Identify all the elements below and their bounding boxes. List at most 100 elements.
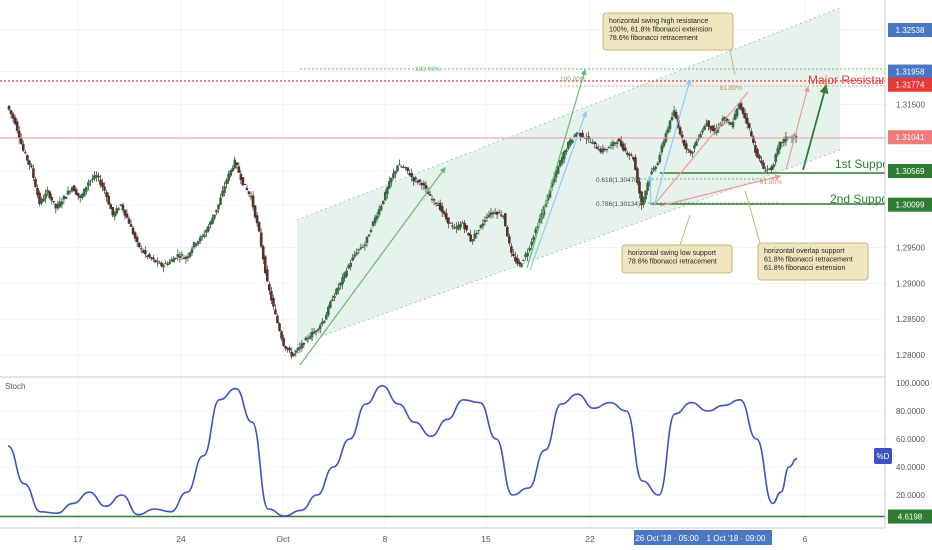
candle-body bbox=[7, 105, 11, 110]
fib-label: 0.618(1.30470) bbox=[596, 177, 640, 184]
candle-body bbox=[103, 186, 106, 191]
candle-body bbox=[630, 154, 633, 156]
candle-body bbox=[711, 125, 714, 132]
candle-body bbox=[668, 120, 672, 130]
candle-body bbox=[564, 149, 568, 153]
candle-body bbox=[320, 321, 324, 325]
candle-body bbox=[164, 263, 167, 265]
candle-body bbox=[569, 139, 572, 146]
candle-body bbox=[270, 291, 273, 301]
candle-body bbox=[139, 248, 143, 250]
fib-label: 100.00% bbox=[560, 76, 586, 83]
candle-body bbox=[536, 226, 540, 229]
candle-body bbox=[495, 211, 499, 215]
candle-body bbox=[26, 155, 29, 161]
candle-body bbox=[235, 162, 239, 166]
time-tick-label: Oct bbox=[276, 534, 290, 544]
candle-body bbox=[585, 137, 588, 140]
candle-body bbox=[693, 145, 696, 149]
level-label: Major Resistance bbox=[808, 73, 901, 87]
candle-body bbox=[605, 149, 609, 151]
blue-pullback-arrow bbox=[647, 174, 654, 206]
candle-body bbox=[357, 249, 361, 251]
candle-body bbox=[530, 241, 533, 246]
candle-body bbox=[64, 196, 68, 199]
candle-body bbox=[322, 320, 326, 323]
candle-body bbox=[752, 136, 755, 143]
candle-body bbox=[385, 187, 389, 194]
candle-body bbox=[17, 130, 21, 139]
candle-body bbox=[748, 123, 751, 129]
candle-body bbox=[125, 213, 129, 218]
stoch-tick-label: 40.0000 bbox=[896, 463, 925, 472]
candle-body bbox=[550, 182, 554, 188]
candle-body bbox=[168, 261, 171, 264]
candle-body bbox=[609, 144, 613, 146]
candle-body bbox=[455, 226, 458, 229]
candle-body bbox=[493, 212, 497, 214]
candle-body bbox=[127, 218, 131, 224]
candle-body bbox=[292, 353, 296, 357]
candle-body bbox=[89, 180, 92, 182]
candle-body bbox=[135, 236, 139, 243]
annotation-line: horizontal overlap support bbox=[764, 248, 845, 255]
candle-body bbox=[670, 117, 674, 121]
candle-body bbox=[363, 244, 367, 246]
candle-body bbox=[194, 243, 198, 246]
candle-body bbox=[394, 170, 397, 175]
candle-body bbox=[259, 232, 263, 247]
candle-body bbox=[444, 213, 448, 220]
candle-body bbox=[28, 160, 31, 165]
stoch-tick-label: 80.0000 bbox=[896, 407, 925, 416]
candle-body bbox=[432, 199, 436, 201]
price-levels bbox=[0, 68, 885, 205]
price-tag bbox=[888, 130, 932, 145]
candle-body bbox=[331, 299, 334, 302]
candle-body bbox=[52, 200, 56, 203]
candle-body bbox=[768, 168, 771, 170]
candle-body bbox=[656, 163, 660, 165]
candle-body bbox=[573, 135, 576, 137]
candle-body bbox=[646, 183, 649, 191]
candle-body bbox=[678, 127, 682, 135]
candle-body bbox=[154, 259, 157, 263]
candle-body bbox=[361, 246, 365, 248]
candle-body bbox=[109, 204, 113, 209]
candle-body bbox=[233, 159, 237, 169]
candle-body bbox=[231, 167, 235, 172]
candle-body bbox=[733, 113, 737, 120]
candle-body bbox=[241, 177, 245, 186]
candle-body bbox=[416, 180, 420, 183]
price-tag bbox=[888, 197, 932, 212]
candle-body bbox=[351, 257, 355, 261]
candle-body bbox=[34, 178, 37, 188]
level-label: 2nd Support bbox=[830, 192, 896, 206]
candle-body bbox=[9, 110, 13, 114]
candle-body bbox=[520, 263, 523, 268]
candle-body bbox=[369, 229, 373, 232]
time-tick-label: 17 bbox=[73, 534, 83, 544]
candle-body bbox=[237, 166, 241, 173]
candle-body bbox=[680, 134, 684, 139]
annotation-line: 61.8% fibonacci extension bbox=[764, 265, 845, 272]
candle-body bbox=[324, 314, 328, 320]
candle-body bbox=[501, 216, 505, 218]
candle-body bbox=[489, 212, 493, 215]
candle-body bbox=[654, 166, 658, 170]
candle-body bbox=[762, 162, 765, 169]
price-tag-label: 1.31958 bbox=[896, 68, 925, 77]
candle-body bbox=[634, 157, 637, 170]
candle-body bbox=[282, 337, 285, 346]
candle-body bbox=[414, 177, 418, 180]
candle-body bbox=[123, 209, 127, 216]
candle-body bbox=[713, 128, 717, 134]
candle-body bbox=[217, 204, 220, 210]
candle-body bbox=[101, 182, 104, 188]
candle-body bbox=[440, 206, 444, 213]
candle-body bbox=[731, 121, 735, 128]
candle-body bbox=[40, 198, 43, 204]
time-axis: 17 24 Oct 8 15 22 6 bbox=[73, 534, 807, 544]
candle-body bbox=[192, 242, 196, 248]
candle-body bbox=[255, 215, 259, 224]
